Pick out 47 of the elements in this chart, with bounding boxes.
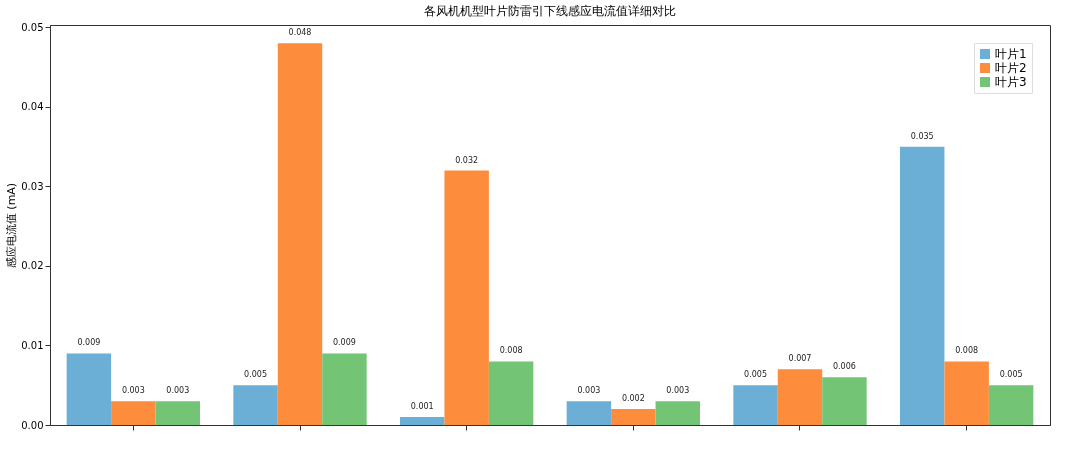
data-label: 0.008	[955, 346, 979, 356]
bar	[611, 409, 656, 425]
data-label: 0.006	[832, 362, 856, 372]
data-label: 0.008	[499, 346, 523, 356]
y-tick-label: 0.05	[21, 21, 44, 33]
data-label: 0.032	[455, 155, 479, 165]
data-label: 0.003	[577, 386, 601, 396]
chart-title: 各风机机型叶片防雷引下线感应电流值详细对比	[424, 4, 676, 19]
bar	[111, 401, 156, 425]
bar	[822, 377, 867, 425]
y-tick-label: 0.04	[21, 101, 44, 113]
data-label: 0.009	[332, 338, 356, 348]
bar	[277, 43, 323, 425]
bar	[900, 146, 945, 425]
bar	[655, 401, 700, 425]
bar	[944, 361, 989, 425]
data-label: 0.001	[410, 402, 434, 412]
y-tick-label: 0.01	[21, 339, 44, 351]
bar	[400, 417, 445, 425]
data-label: 0.003	[121, 386, 145, 396]
bar	[155, 401, 200, 425]
bar	[488, 361, 534, 425]
y-tick-label: 0.03	[21, 180, 44, 192]
bar	[66, 353, 112, 425]
legend-label: 叶片2	[995, 61, 1027, 75]
bar	[988, 385, 1034, 425]
bar	[322, 353, 367, 425]
legend-label: 叶片1	[995, 47, 1027, 61]
bar	[777, 369, 823, 425]
data-label: 0.005	[999, 370, 1023, 380]
data-label: 0.005	[744, 370, 768, 380]
data-label: 0.002	[621, 394, 645, 404]
y-axis-title: 感应电流值 (mA)	[5, 182, 19, 269]
y-tick-label: 0.02	[21, 260, 44, 272]
y-tick-label: 0.00	[21, 419, 44, 431]
data-label: 0.009	[77, 338, 101, 348]
data-label: 0.048	[288, 28, 312, 38]
data-label: 0.005	[244, 370, 268, 380]
data-label: 0.035	[910, 131, 934, 141]
legend-label: 叶片3	[995, 75, 1027, 89]
data-label: 0.003	[666, 386, 690, 396]
bar	[233, 385, 278, 425]
bar	[733, 385, 778, 425]
data-label: 0.007	[788, 354, 812, 364]
bar	[444, 170, 489, 425]
data-label: 0.003	[166, 386, 190, 396]
bar	[566, 401, 612, 425]
